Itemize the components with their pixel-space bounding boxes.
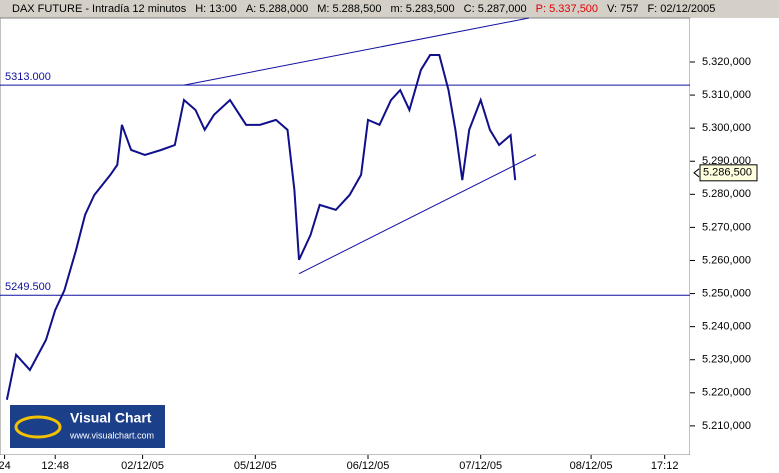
y-tick-label: 5.300,000: [702, 122, 751, 134]
logo-title: Visual Chart: [70, 410, 152, 426]
y-tick-label: 5.320,000: [702, 56, 751, 68]
header-field: M: 5.288,500: [317, 3, 381, 15]
logo-icon: [14, 415, 62, 439]
header-field: H: 13:00: [195, 3, 237, 15]
plot-area: [0, 17, 691, 456]
x-tick-label: 08/12/05: [570, 460, 613, 472]
y-tick-label: 5.210,000: [702, 420, 751, 432]
header-field: C: 5.287,000: [464, 3, 527, 15]
horizontal-line-label: 5313.000: [5, 71, 51, 83]
horizontal-line-label: 5249.500: [5, 281, 51, 293]
header-field: DAX FUTURE - Intradía 12 minutos: [12, 3, 187, 15]
trend-line: [298, 154, 537, 275]
last-price-arrow: [693, 168, 700, 178]
y-tick-label: 5.270,000: [702, 221, 751, 233]
header-field: P: 5.337,500: [536, 3, 598, 15]
x-tick-label: 17:12: [651, 460, 679, 472]
header-field: F: 02/12/2005: [647, 3, 715, 15]
header-field: V: 757: [607, 3, 638, 15]
trend-line: [183, 17, 530, 86]
header-bar: [0, 0, 779, 18]
x-tick-label: 12:48: [41, 460, 69, 472]
logo-box: [10, 405, 165, 448]
x-tick-label: 02/12/05: [121, 460, 164, 472]
header-field: m: 5.283,500: [390, 3, 454, 15]
header-field: A: 5.288,000: [246, 3, 308, 15]
y-tick-label: 5.260,000: [702, 254, 751, 266]
logo-url: www.visualchart.com: [69, 430, 154, 440]
y-tick-label: 5.230,000: [702, 354, 751, 366]
y-tick-label: 5.220,000: [702, 387, 751, 399]
price-line: [5, 54, 517, 400]
x-tick-label: 24: [0, 460, 11, 472]
last-price-box: [699, 164, 758, 182]
y-tick-label: 5.290,000: [702, 155, 751, 167]
y-tick-label: 5.250,000: [702, 287, 751, 299]
y-tick-label: 5.310,000: [702, 89, 751, 101]
x-tick-label: 05/12/05: [234, 460, 277, 472]
x-tick-label: 07/12/05: [459, 460, 502, 472]
y-axis-area: [690, 18, 779, 455]
y-tick-label: 5.280,000: [702, 188, 751, 200]
x-tick-label: 06/12/05: [347, 460, 390, 472]
y-tick-label: 5.240,000: [702, 321, 751, 333]
x-axis-area: [0, 455, 779, 473]
last-price-label: 5.286,500: [703, 167, 752, 179]
